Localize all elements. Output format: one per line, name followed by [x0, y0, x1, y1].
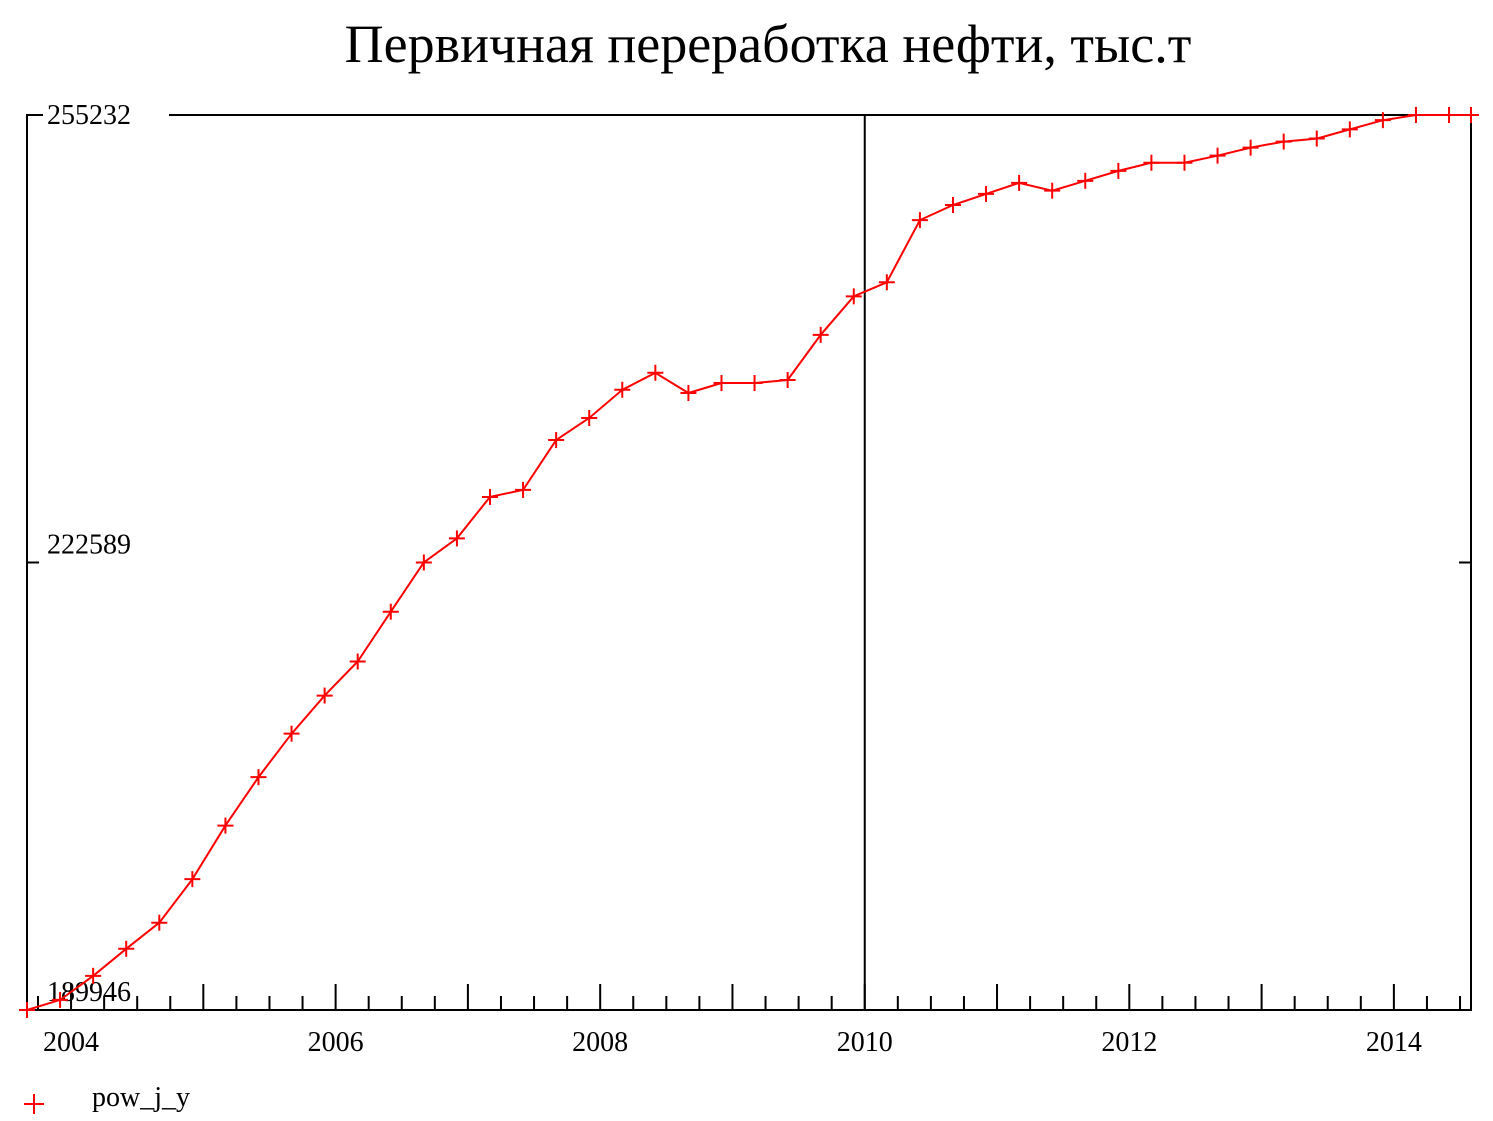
data-point [250, 769, 267, 786]
data-point [1011, 174, 1028, 191]
data-point [85, 967, 102, 984]
data-point [878, 274, 895, 291]
data-point [1143, 154, 1160, 171]
x-axis: 2004 2006 2008 2010 2012 2014 [36, 984, 1462, 1058]
data-point [1110, 162, 1127, 179]
data-point [713, 374, 730, 391]
y-tick-label: 222589 [47, 530, 131, 561]
y-tick-label: 255232 [47, 100, 131, 131]
data-point [978, 185, 995, 202]
data-point [1374, 112, 1391, 129]
data-point [680, 385, 697, 402]
data-point [1176, 154, 1193, 171]
data-point [448, 530, 465, 547]
data-point [52, 991, 69, 1008]
data-point [845, 288, 862, 305]
data-point [151, 914, 168, 931]
data-point [1308, 130, 1325, 147]
data-point [481, 488, 498, 505]
data-point [515, 481, 532, 498]
data-point [812, 326, 829, 343]
data-point [1242, 139, 1259, 156]
x-tick-label: 2012 [1101, 1027, 1157, 1058]
data-point [217, 817, 234, 834]
legend-marker-pow_j_y [24, 1094, 44, 1114]
data-point [184, 871, 201, 888]
data-point [944, 197, 961, 214]
series-pow_j_y [19, 107, 1479, 1018]
data-point [1275, 133, 1292, 150]
data-point [283, 725, 300, 742]
chart-title: Первичная переработка нефти, тыс.т [345, 14, 1192, 74]
legend-label-pow_j_y: pow_j_y [92, 1082, 190, 1113]
data-point [1407, 107, 1424, 123]
data-point [1463, 107, 1479, 123]
x-tick-label: 2014 [1366, 1027, 1422, 1058]
x-tick-label: 2010 [837, 1027, 893, 1058]
y-tick-label-bg [43, 99, 169, 131]
data-point [415, 554, 432, 571]
data-point [1077, 172, 1094, 189]
data-point [1441, 107, 1458, 123]
series-line [26, 114, 1471, 1011]
x-tick-label: 2008 [572, 1027, 628, 1058]
data-point [118, 940, 135, 957]
data-point [1044, 182, 1061, 199]
data-point [647, 364, 664, 381]
data-point [911, 212, 928, 229]
legend: pow_j_y [24, 1082, 190, 1114]
data-point [581, 409, 598, 426]
data-point [382, 603, 399, 620]
data-point [19, 1002, 35, 1018]
data-point [1341, 121, 1358, 138]
data-point [779, 371, 796, 388]
data-point [1209, 147, 1226, 164]
plot-frame [26, 114, 1472, 1011]
data-point [316, 687, 333, 704]
data-point [349, 653, 366, 670]
x-tick-label: 2004 [43, 1027, 99, 1058]
data-point [548, 432, 565, 449]
x-tick-label: 2006 [308, 1027, 364, 1058]
data-point [614, 381, 631, 398]
data-point [746, 374, 763, 391]
